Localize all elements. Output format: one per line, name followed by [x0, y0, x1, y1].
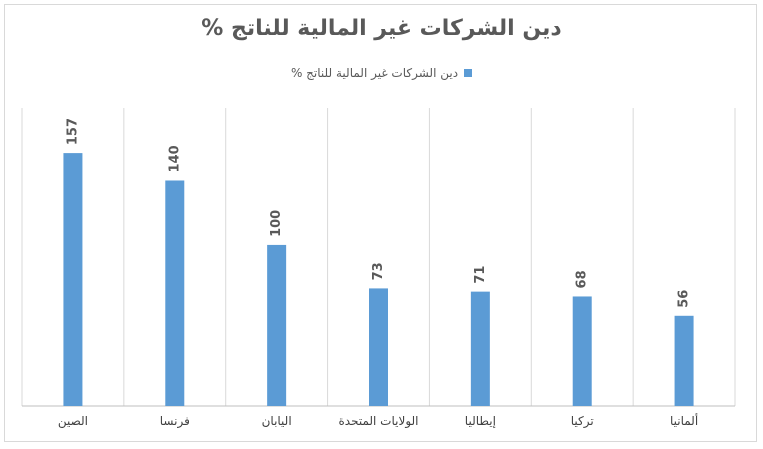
data-label: 100 — [269, 210, 284, 237]
bar — [369, 288, 388, 406]
legend-label: دين الشركات غير المالية للناتج % — [290, 66, 459, 80]
bar — [470, 291, 490, 406]
category-label: إيطاليا — [465, 414, 496, 428]
bar — [267, 244, 287, 406]
category-label: الصين — [58, 414, 88, 429]
category-label: ألمانيا — [670, 413, 698, 428]
data-label: 140 — [167, 145, 182, 172]
legend: دين الشركات غير المالية للناتج % — [0, 66, 763, 80]
category-label: فرنسا — [160, 414, 190, 429]
data-label: 68 — [575, 270, 590, 288]
bar — [674, 315, 694, 406]
bar — [63, 153, 83, 406]
bar — [572, 296, 592, 406]
legend-swatch — [464, 69, 473, 77]
category-label: اليابان — [262, 414, 292, 428]
bar — [165, 180, 185, 406]
data-label: 157 — [65, 118, 80, 145]
chart-title: دين الشركات غير المالية للناتج % — [201, 16, 562, 41]
category-label: تركيا — [571, 414, 594, 429]
data-label: 73 — [371, 262, 386, 280]
data-label: 71 — [473, 266, 488, 284]
category-label: الولايات المتحدة — [338, 414, 418, 429]
data-label: 56 — [677, 290, 692, 308]
